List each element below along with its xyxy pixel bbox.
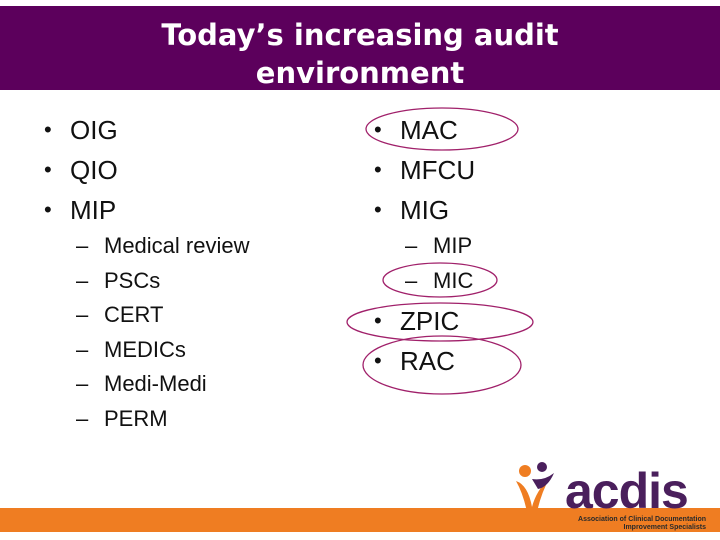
slide-title-line-2: environment xyxy=(255,56,465,90)
logo-figure-head-orange xyxy=(519,465,531,477)
sub-item: MIC xyxy=(405,264,473,299)
sub-item: PERM xyxy=(76,402,250,437)
highlight-oval-mic xyxy=(382,262,498,298)
highlight-oval-rac xyxy=(362,335,522,395)
sub-item: MIP xyxy=(405,229,473,264)
logo-tagline-line-1: Association of Clinical Documentation xyxy=(578,516,706,523)
right-bullet-list-2: ZPIC RAC xyxy=(374,301,459,381)
bullet-item: MIP xyxy=(44,190,118,230)
acdis-logo-mark xyxy=(516,462,554,517)
bottom-bar xyxy=(0,508,720,532)
logo-tagline: Association of Clinical Documentation Im… xyxy=(566,516,706,532)
sub-item: Medical review xyxy=(76,229,250,264)
bullet-item: RAC xyxy=(374,341,459,381)
sub-item: CERT xyxy=(76,298,250,333)
title-bar: Today’s increasing audit environment xyxy=(0,6,720,90)
highlight-oval-mac xyxy=(365,107,519,151)
sub-item: PSCs xyxy=(76,264,250,299)
bullet-item: ZPIC xyxy=(374,301,459,341)
left-bullet-list: OIG QIO MIP xyxy=(44,110,118,230)
bullet-item: MAC xyxy=(374,110,475,150)
logo-tagline-line-2: Improvement Specialists xyxy=(623,524,706,531)
right-sub-list: MIP MIC xyxy=(405,229,473,298)
bullet-item: MIG xyxy=(374,190,475,230)
logo-figure-head-purple xyxy=(537,462,547,472)
bullet-item: MFCU xyxy=(374,150,475,190)
logo-figure-arm-purple xyxy=(532,473,554,489)
highlight-oval-zpic xyxy=(346,302,534,342)
bullet-item: OIG xyxy=(44,110,118,150)
logo-wordmark: acdis xyxy=(565,463,689,519)
left-sub-list: Medical review PSCs CERT MEDICs Medi-Med… xyxy=(76,229,250,436)
slide-title-line-1: Today’s increasing audit xyxy=(161,18,559,52)
sub-item: Medi-Medi xyxy=(76,367,250,402)
sub-item: MEDICs xyxy=(76,333,250,368)
bullet-item: QIO xyxy=(44,150,118,190)
slide-title: Today’s increasing audit environment xyxy=(0,16,720,92)
right-bullet-list: MAC MFCU MIG xyxy=(374,110,475,230)
